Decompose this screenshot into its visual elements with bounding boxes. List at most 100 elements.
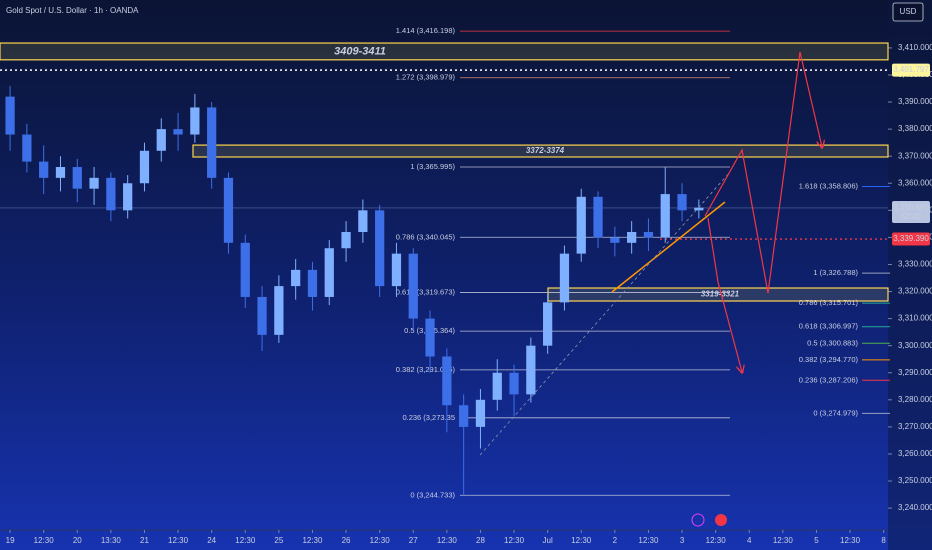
- candle-body: [139, 150, 150, 184]
- candle-body: [291, 269, 301, 287]
- x-tick-label: 12:30: [773, 536, 794, 545]
- candle-body: [341, 231, 351, 249]
- candle-body: [610, 237, 620, 243]
- candle-body: [190, 107, 200, 135]
- y-tick-label: 3,410.000: [898, 43, 932, 52]
- candle-body: [324, 248, 334, 297]
- candle-body: [375, 210, 385, 287]
- x-tick-label: 12:30: [638, 536, 659, 545]
- zone-label: 3409-3411: [334, 45, 386, 57]
- candle-body: [593, 196, 603, 238]
- price-tag-sublabel: 53:40: [901, 212, 922, 221]
- candle-body: [492, 372, 502, 400]
- x-tick-label: 20: [73, 536, 82, 545]
- candle-body: [543, 302, 553, 346]
- candle-body: [660, 194, 670, 238]
- fib-label: 0 (3,274.979): [813, 408, 858, 417]
- candle-body: [39, 161, 49, 178]
- zone-label: 3319-3321: [701, 290, 740, 299]
- x-tick-label: 4: [747, 536, 752, 545]
- plot: 3,240.000 3,250.000 3,260.000 3,270.000 3,28…: [0, 26, 932, 545]
- x-tick-label: 21: [140, 536, 149, 545]
- event-icon[interactable]: [715, 514, 727, 526]
- x-tick-label: 12:30: [706, 536, 727, 545]
- candle-body: [274, 286, 284, 335]
- fib-label: 1.414 (3,416.198): [396, 26, 456, 35]
- x-tick-label: 19: [6, 536, 15, 545]
- chart-title: Gold Spot / U.S. Dollar · 1h · OANDA: [6, 6, 139, 15]
- event-icon[interactable]: [691, 513, 705, 527]
- candle-body: [5, 96, 15, 135]
- price-tag: [892, 200, 930, 223]
- x-tick-label: 24: [207, 536, 216, 545]
- fib-label: 1.618 (3,358.806): [799, 181, 859, 190]
- y-tick-label: 3,390.000: [898, 97, 932, 106]
- y-tick-label: 3,290.000: [898, 368, 932, 377]
- zone: [192, 144, 889, 158]
- y-tick-label: 3,320.000: [898, 287, 932, 296]
- x-tick-label: 12:30: [504, 536, 525, 545]
- projection-down: [707, 217, 742, 372]
- price-axis-bg: [888, 0, 932, 550]
- fib-label: 1 (3,365.995): [410, 162, 455, 171]
- zone-label: 3372-3374: [526, 146, 565, 155]
- x-tick-label: 28: [476, 536, 485, 545]
- trendline: [611, 201, 726, 293]
- candle-body: [694, 207, 704, 211]
- y-tick-label: 3,380.000: [898, 124, 932, 133]
- x-tick-label: 12:30: [235, 536, 256, 545]
- price-tag: [892, 232, 930, 246]
- fib-label: 0 (3,244.733): [410, 490, 455, 499]
- candle-body: [55, 167, 66, 178]
- price-tag-label: 3,339.390: [893, 234, 929, 243]
- x-tick-label: Jul: [543, 536, 553, 545]
- x-tick-label: 26: [342, 536, 351, 545]
- trend-guide: [479, 171, 731, 456]
- candle-body: [391, 253, 402, 287]
- fib-label: 0.618 (3,306.997): [799, 322, 859, 331]
- x-tick-label: 12:30: [571, 536, 592, 545]
- candle-body: [358, 210, 368, 232]
- candle-body: [643, 231, 654, 238]
- candle-body: [106, 177, 116, 211]
- y-tick-label: 3,300.000: [898, 341, 932, 350]
- x-tick-label: 27: [409, 536, 418, 545]
- price-tag-label: 3,350.880: [893, 203, 929, 212]
- fib-label: 0.5 (3,300.883): [807, 338, 858, 347]
- x-tick-label: 13:30: [101, 536, 122, 545]
- x-tick-label: 12:30: [437, 536, 458, 545]
- candle-body: [425, 318, 435, 357]
- candle-body: [559, 253, 570, 303]
- y-tick-label: 3,310.000: [898, 314, 932, 323]
- price-tag: [892, 63, 930, 77]
- candle-body: [576, 196, 586, 254]
- fib-label: 0.382 (3,291.055): [396, 365, 456, 374]
- x-tick-label: 25: [274, 536, 283, 545]
- currency-box[interactable]: [892, 2, 924, 22]
- candle-body: [240, 242, 250, 297]
- y-tick-label: 3,330.000: [898, 260, 932, 269]
- candle-body: [307, 269, 318, 297]
- y-tick-label: 3,360.000: [898, 178, 932, 187]
- y-tick-label: 3,270.000: [898, 422, 932, 431]
- currency: USD: [900, 7, 917, 16]
- candle-body: [257, 296, 267, 335]
- fib-label: 0.618 (3,319.673): [396, 287, 456, 296]
- x-tick-label: 8: [881, 536, 886, 545]
- fib-label: 0.786 (3,315.701): [799, 298, 859, 307]
- x-tick-label: 3: [680, 536, 685, 545]
- candle-body: [509, 372, 519, 395]
- y-tick-label: 3,260.000: [898, 449, 932, 458]
- y-tick-label: 3,250.000: [898, 476, 932, 485]
- candle-body: [72, 167, 82, 189]
- fib-label: 1 (3,326.788): [813, 268, 858, 277]
- candle-body: [475, 399, 486, 427]
- zone: [0, 42, 889, 61]
- candle-body: [677, 194, 687, 211]
- candle-body: [207, 107, 217, 178]
- price-tag-label: 3,401.797: [893, 65, 929, 74]
- candle-body: [459, 405, 469, 427]
- candle-body: [526, 345, 536, 395]
